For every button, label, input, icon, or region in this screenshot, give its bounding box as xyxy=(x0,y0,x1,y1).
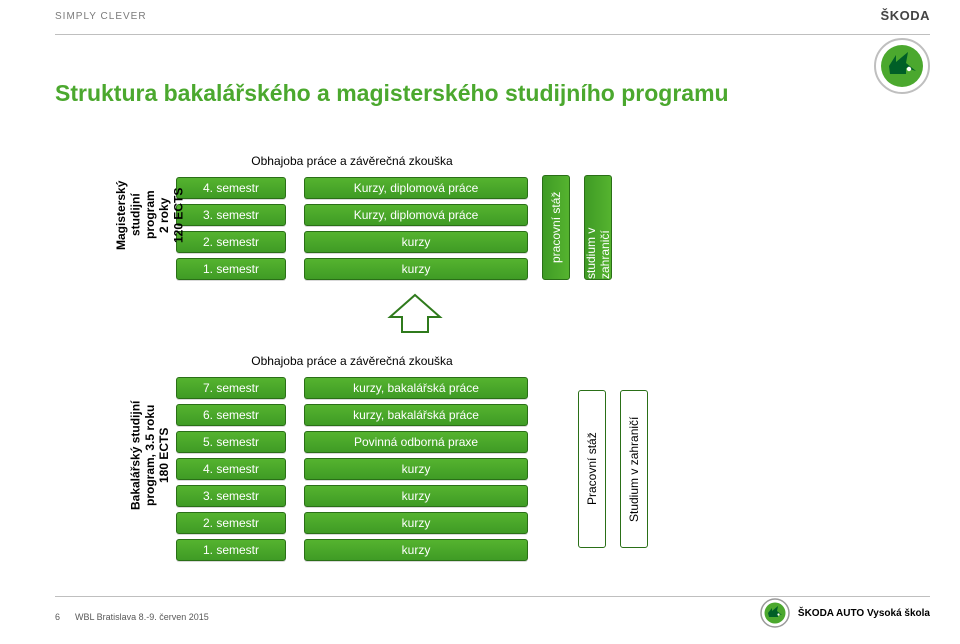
content-cell: kurzy xyxy=(304,485,528,507)
table-row: 7. semestr kurzy, bakalářská práce xyxy=(176,377,528,399)
side-label: studium v zahraničí xyxy=(584,175,612,280)
table-row: 3. semestr Kurzy, diplomová práce xyxy=(176,204,528,226)
university-name: ŠKODA AUTO Vysoká škola xyxy=(798,608,930,619)
side-label: pracovní stáž xyxy=(542,175,570,280)
content-cell: kurzy, bakalářská práce xyxy=(304,404,528,426)
brand-label: ŠKODA xyxy=(881,8,930,23)
university-logo-icon xyxy=(760,598,790,628)
content-cell: Kurzy, diplomová práce xyxy=(304,177,528,199)
content-cell: kurzy xyxy=(304,231,528,253)
content-cell: kurzy xyxy=(304,539,528,561)
footer: 6 WBL Bratislava 8.-9. červen 2015 ŠKODA… xyxy=(55,596,930,626)
table-row: 6. semestr kurzy, bakalářská práce xyxy=(176,404,528,426)
content-cell: kurzy xyxy=(304,258,528,280)
semester-cell: 6. semestr xyxy=(176,404,286,426)
semester-cell: 1. semestr xyxy=(176,258,286,280)
skoda-logo-icon xyxy=(874,38,930,94)
table-row: 2. semestr kurzy xyxy=(176,512,528,534)
bachelor-block: Bakalářský studijní program, 3.5 roku 18… xyxy=(138,348,648,563)
content-cell: Kurzy, diplomová práce xyxy=(304,204,528,226)
content-cell: kurzy xyxy=(304,512,528,534)
arrow-up-icon xyxy=(380,292,450,341)
table-row: 1. semestr kurzy xyxy=(176,539,528,561)
top-bar: SIMPLY CLEVER ŠKODA xyxy=(55,11,930,35)
master-header: Obhajoba práce a závěrečná zkouška xyxy=(176,149,528,174)
content-cell: kurzy xyxy=(304,458,528,480)
table-row: 4. semestr Kurzy, diplomová práce xyxy=(176,177,528,199)
bachelor-program-label: Bakalářský studijní program, 3.5 roku 18… xyxy=(138,348,162,563)
tagline: SIMPLY CLEVER xyxy=(55,11,147,22)
semester-cell: 2. semestr xyxy=(176,231,286,253)
semester-cell: 4. semestr xyxy=(176,458,286,480)
page-title: Struktura bakalářského a magisterského s… xyxy=(55,80,729,107)
slide: SIMPLY CLEVER ŠKODA Struktura bakalářské… xyxy=(0,0,960,644)
semester-cell: 7. semestr xyxy=(176,377,286,399)
master-block: Magisterský studijní program 2 roky 120 … xyxy=(138,150,612,280)
semester-cell: 2. semestr xyxy=(176,512,286,534)
side-label: Studium v zahraničí xyxy=(620,390,648,548)
table-row: 4. semestr kurzy xyxy=(176,458,528,480)
master-rows: Obhajoba práce a závěrečná zkouška 4. se… xyxy=(176,150,528,280)
bachelor-side-internship: Pracovní stáž xyxy=(578,390,606,548)
page-number: 6 xyxy=(55,612,60,622)
table-row: 1. semestr kurzy xyxy=(176,258,528,280)
master-program-label: Magisterský studijní program 2 roky 120 … xyxy=(138,150,162,280)
bachelor-side-abroad: Studium v zahraničí xyxy=(620,390,648,548)
bachelor-rows: Obhajoba práce a závěrečná zkouška 7. se… xyxy=(176,350,528,561)
semester-cell: 3. semestr xyxy=(176,204,286,226)
side-label: Pracovní stáž xyxy=(578,390,606,548)
content-cell: Povinná odborná praxe xyxy=(304,431,528,453)
bachelor-header: Obhajoba práce a závěrečná zkouška xyxy=(176,349,528,374)
content-cell: kurzy, bakalářská práce xyxy=(304,377,528,399)
semester-cell: 4. semestr xyxy=(176,177,286,199)
semester-cell: 1. semestr xyxy=(176,539,286,561)
master-side-internship: pracovní stáž xyxy=(542,175,570,280)
semester-cell: 5. semestr xyxy=(176,431,286,453)
table-row: 5. semestr Povinná odborná praxe xyxy=(176,431,528,453)
footer-note: WBL Bratislava 8.-9. červen 2015 xyxy=(75,612,209,622)
master-side-abroad: studium v zahraničí xyxy=(584,175,612,280)
table-row: 2. semestr kurzy xyxy=(176,231,528,253)
university-brand: ŠKODA AUTO Vysoká škola xyxy=(760,598,930,628)
table-row: 3. semestr kurzy xyxy=(176,485,528,507)
semester-cell: 3. semestr xyxy=(176,485,286,507)
